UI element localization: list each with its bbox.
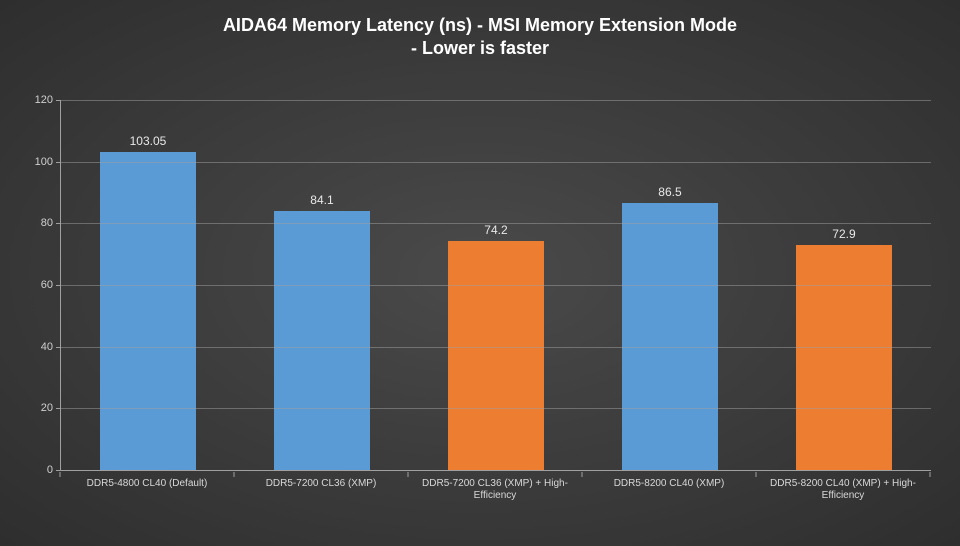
gridline [61, 223, 931, 224]
x-tick [756, 472, 757, 477]
x-axis-labels: DDR5-4800 CL40 (Default) DDR5-7200 CL36 (… [60, 472, 930, 532]
bar: 86.5 [622, 203, 718, 470]
bar-value-label: 74.2 [484, 223, 507, 237]
x-axis-label: DDR5-8200 CL40 (XMP) [586, 478, 751, 490]
y-tick-label: 60 [21, 279, 53, 291]
bar-value-label: 86.5 [658, 185, 681, 199]
bar-value-label: 84.1 [310, 193, 333, 207]
chart-title: AIDA64 Memory Latency (ns) - MSI Memory … [0, 14, 960, 59]
y-tick-label: 120 [21, 94, 53, 106]
x-tick [930, 472, 931, 477]
bar-value-label: 72.9 [832, 227, 855, 241]
gridline [61, 100, 931, 101]
gridline [61, 347, 931, 348]
x-tick [234, 472, 235, 477]
x-axis-label: DDR5-7200 CL36 (XMP) [238, 478, 403, 490]
y-tick-label: 100 [21, 156, 53, 168]
gridline [61, 285, 931, 286]
bar: 74.2 [448, 241, 544, 470]
y-tick-label: 80 [21, 217, 53, 229]
gridline [61, 162, 931, 163]
x-axis-label: DDR5-4800 CL40 (Default) [64, 478, 229, 490]
chart-root: AIDA64 Memory Latency (ns) - MSI Memory … [0, 0, 960, 546]
bar: 103.05 [100, 152, 196, 470]
x-axis-label: DDR5-7200 CL36 (XMP) + High-Efficiency [412, 478, 577, 502]
x-tick [408, 472, 409, 477]
bar-value-label: 103.05 [130, 134, 167, 148]
chart-title-line1: AIDA64 Memory Latency (ns) - MSI Memory … [223, 15, 737, 35]
y-tick-label: 20 [21, 402, 53, 414]
x-axis-label: DDR5-8200 CL40 (XMP) + High-Efficiency [760, 478, 925, 502]
chart-title-line2: - Lower is faster [411, 38, 549, 58]
plot-area: 103.0584.174.286.572.9 020406080100120 [60, 100, 931, 471]
bar: 72.9 [796, 245, 892, 470]
y-tick-label: 40 [21, 341, 53, 353]
x-tick [60, 472, 61, 477]
y-tick-label: 0 [21, 464, 53, 476]
bar: 84.1 [274, 211, 370, 470]
x-tick [582, 472, 583, 477]
gridline [61, 408, 931, 409]
